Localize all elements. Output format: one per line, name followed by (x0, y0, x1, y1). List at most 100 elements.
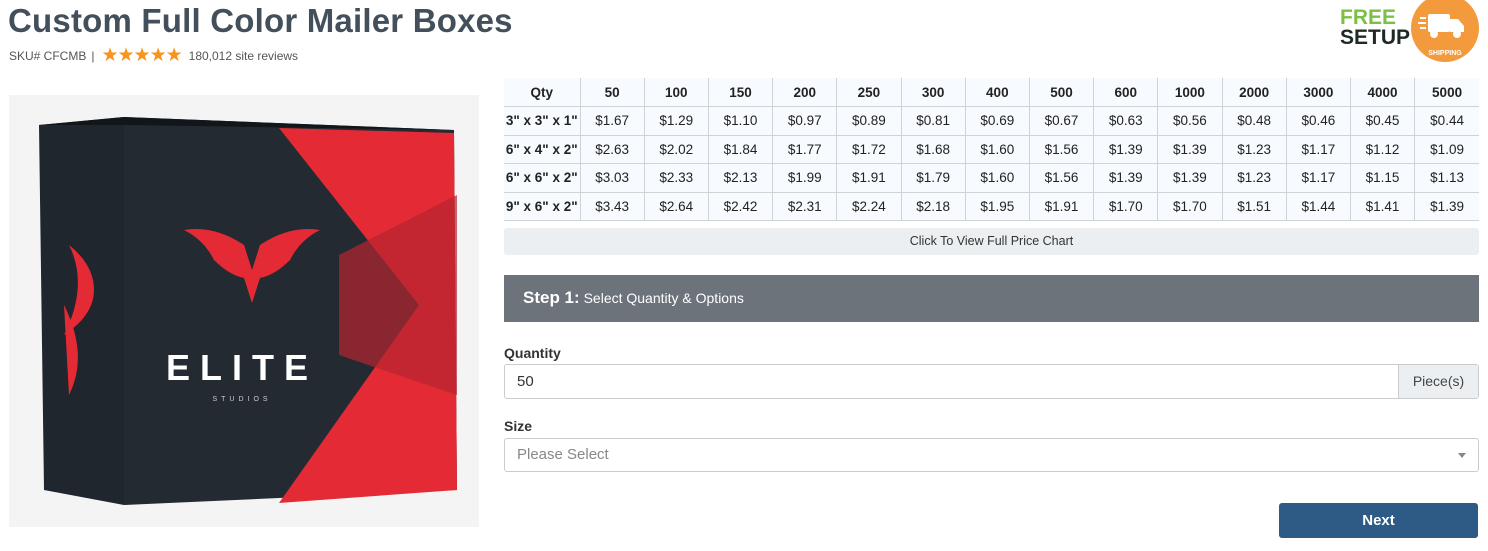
price-cell: $1.72 (836, 134, 902, 164)
price-cell: $1.91 (1028, 191, 1095, 221)
price-cell: $1.39 (1414, 191, 1479, 221)
price-cell: $1.91 (836, 163, 902, 193)
price-cell: $3.03 (579, 163, 645, 193)
qty-column-header: 2000 (1221, 78, 1287, 107)
step-number: Step 1: (523, 288, 580, 307)
price-cell: $1.56 (1028, 163, 1095, 193)
product-image[interactable]: ELITE STUDIOS (9, 95, 479, 527)
price-cell: $2.63 (579, 134, 645, 164)
price-cell: $1.17 (1285, 134, 1351, 164)
price-cell: $0.45 (1349, 106, 1416, 136)
price-cell: $3.43 (579, 191, 645, 221)
table-row: 6" x 4" x 2" $2.63 $2.02 $1.84 $1.77 $1.72 $1.… (504, 134, 1479, 164)
price-cell: $1.39 (1157, 163, 1223, 193)
view-full-price-chart-button[interactable]: Click To View Full Price Chart (504, 228, 1479, 255)
price-cell: $0.63 (1093, 106, 1159, 136)
size-select[interactable]: Please Select (504, 438, 1479, 472)
step-header: Step 1: Select Quantity & Options (504, 275, 1479, 322)
price-cell: $0.81 (900, 106, 966, 136)
quantity-field: Piece(s) (504, 364, 1479, 399)
price-cell: $1.12 (1349, 134, 1416, 164)
shipping-text: SHIPPING (1428, 50, 1462, 57)
qty-column-header: 400 (964, 78, 1030, 107)
truck-icon (1418, 14, 1464, 38)
logo-elite: ELITE (166, 347, 318, 388)
qty-column-header: 500 (1028, 78, 1095, 107)
page-title: Custom Full Color Mailer Boxes (8, 2, 513, 39)
qty-column-header: 200 (772, 78, 838, 107)
quantity-unit: Piece(s) (1398, 365, 1478, 398)
price-cell: $1.84 (707, 134, 774, 164)
chevron-down-icon (1458, 453, 1466, 458)
price-cell: $1.17 (1285, 163, 1351, 193)
price-cell: $0.97 (772, 106, 838, 136)
price-cell: $0.46 (1285, 106, 1351, 136)
size-cell: 3" x 3" x 1" (504, 106, 581, 136)
setup-text: SETUP (1340, 26, 1410, 49)
size-placeholder: Please Select (517, 446, 609, 463)
qty-column-header: 250 (836, 78, 902, 107)
quantity-input[interactable] (505, 365, 1398, 398)
price-cell: $1.99 (772, 163, 838, 193)
price-cell: $0.44 (1414, 106, 1479, 136)
price-cell: $2.33 (643, 163, 709, 193)
price-cell: $1.29 (643, 106, 709, 136)
price-cell: $2.64 (643, 191, 709, 221)
price-cell: $2.31 (772, 191, 838, 221)
price-cell: $0.56 (1157, 106, 1223, 136)
qty-column-header: 50 (579, 78, 645, 107)
size-cell: 6" x 4" x 2" (504, 134, 581, 164)
qty-column-header: 1000 (1157, 78, 1223, 107)
price-table: Qty 50 100 150 200 250 300 400 500 600 1000 2000 300… (504, 78, 1479, 221)
price-cell: $1.39 (1093, 163, 1159, 193)
price-cell: $1.68 (900, 134, 966, 164)
logo-studios: STUDIOS (212, 396, 271, 403)
price-cell: $1.23 (1221, 163, 1287, 193)
price-cell: $1.67 (579, 106, 645, 136)
qty-column-header: 5000 (1414, 78, 1479, 107)
price-cell: $1.60 (964, 163, 1030, 193)
price-cell: $2.18 (900, 191, 966, 221)
price-cell: $0.67 (1028, 106, 1095, 136)
qty-column-header: 100 (643, 78, 709, 107)
price-cell: $1.51 (1221, 191, 1287, 221)
price-cell: $0.48 (1221, 106, 1287, 136)
price-cell: $1.95 (964, 191, 1030, 221)
separator: | (91, 48, 95, 63)
price-cell: $1.13 (1414, 163, 1479, 193)
reviews-link[interactable]: 180,012 site reviews (188, 48, 299, 63)
size-cell: 6" x 6" x 2" (504, 163, 581, 193)
price-cell: $1.77 (772, 134, 838, 164)
price-cell: $1.70 (1093, 191, 1159, 221)
price-cell: $1.23 (1221, 134, 1287, 164)
price-cell: $1.41 (1349, 191, 1416, 221)
price-cell: $1.39 (1157, 134, 1223, 164)
quantity-label: Quantity (504, 345, 561, 361)
star-rating-icon[interactable]: ★★★★★ (101, 45, 182, 66)
price-cell: $1.79 (900, 163, 966, 193)
qty-column-header: 600 (1093, 78, 1159, 107)
price-cell: $2.24 (836, 191, 902, 221)
qty-column-header: 4000 (1349, 78, 1416, 107)
sku: SKU# CFCMB (9, 48, 87, 63)
table-row: 6" x 6" x 2" $3.03 $2.33 $2.13 $1.99 $1.91 $1.… (504, 163, 1479, 193)
step-label: Select Quantity & Options (583, 290, 744, 306)
price-cell: $1.10 (707, 106, 774, 136)
table-row: 9" x 6" x 2" $3.43 $2.64 $2.42 $2.31 $2.24 $2.… (504, 191, 1479, 221)
price-cell: $1.56 (1028, 134, 1095, 164)
price-cell: $1.60 (964, 134, 1030, 164)
size-label: Size (504, 418, 533, 434)
free-setup-shipping-badge: FREE SETUP SHIPPING (1340, 0, 1479, 62)
price-cell: $0.69 (964, 106, 1030, 136)
next-button[interactable]: Next (1279, 503, 1478, 538)
price-cell: $1.44 (1285, 191, 1351, 221)
size-cell: 9" x 6" x 2" (504, 191, 581, 221)
price-cell: $1.15 (1349, 163, 1416, 193)
price-cell: $2.42 (707, 191, 774, 221)
free-text: FREE (1340, 6, 1396, 29)
product-meta: SKU# CFCMB | ★★★★★ 180,012 site reviews (9, 44, 298, 67)
price-cell: $0.89 (836, 106, 902, 136)
qty-column-header: 150 (707, 78, 774, 107)
price-cell: $1.39 (1093, 134, 1159, 164)
table-row: 3" x 3" x 1" $1.67 $1.29 $1.10 $0.97 $0.89 $0.… (504, 106, 1479, 136)
